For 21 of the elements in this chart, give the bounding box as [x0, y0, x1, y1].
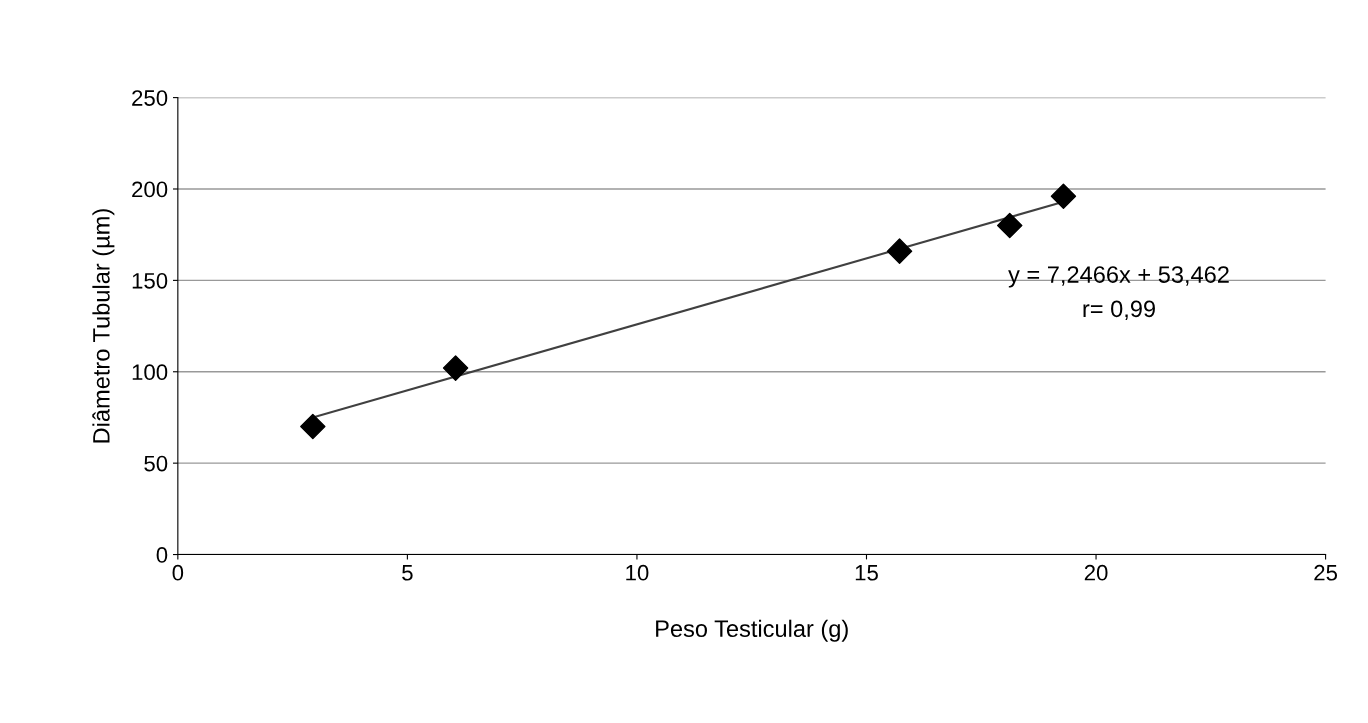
point — [886, 238, 913, 264]
y-tick-label: 150 — [132, 272, 168, 289]
point — [442, 355, 469, 381]
x-tick-label: 10 — [626, 564, 649, 581]
point — [1050, 183, 1077, 210]
x-tick-label: 5 — [402, 565, 413, 581]
x-axis-title: Peso Testicular (g) — [656, 619, 848, 642]
x-tick-label: 15 — [855, 565, 878, 581]
x-tick-label: 25 — [1314, 564, 1338, 581]
annotation: y = 7,2466x + 53,462 — [1008, 266, 1229, 288]
y-tick-label: 200 — [132, 181, 168, 198]
y-axis-title: Diâmetro Tubular (µm) — [92, 209, 115, 443]
y-tick-label: 100 — [132, 364, 168, 381]
x-tick-label: 0 — [172, 564, 184, 581]
annotation: r= 0,99 — [1083, 300, 1155, 320]
y-tick-label: 0 — [156, 547, 168, 563]
point — [997, 212, 1023, 239]
y-tick-label: 250 — [132, 90, 168, 106]
x-tick-label: 20 — [1084, 564, 1108, 581]
point — [300, 413, 326, 440]
y-tick-label: 50 — [144, 455, 168, 472]
